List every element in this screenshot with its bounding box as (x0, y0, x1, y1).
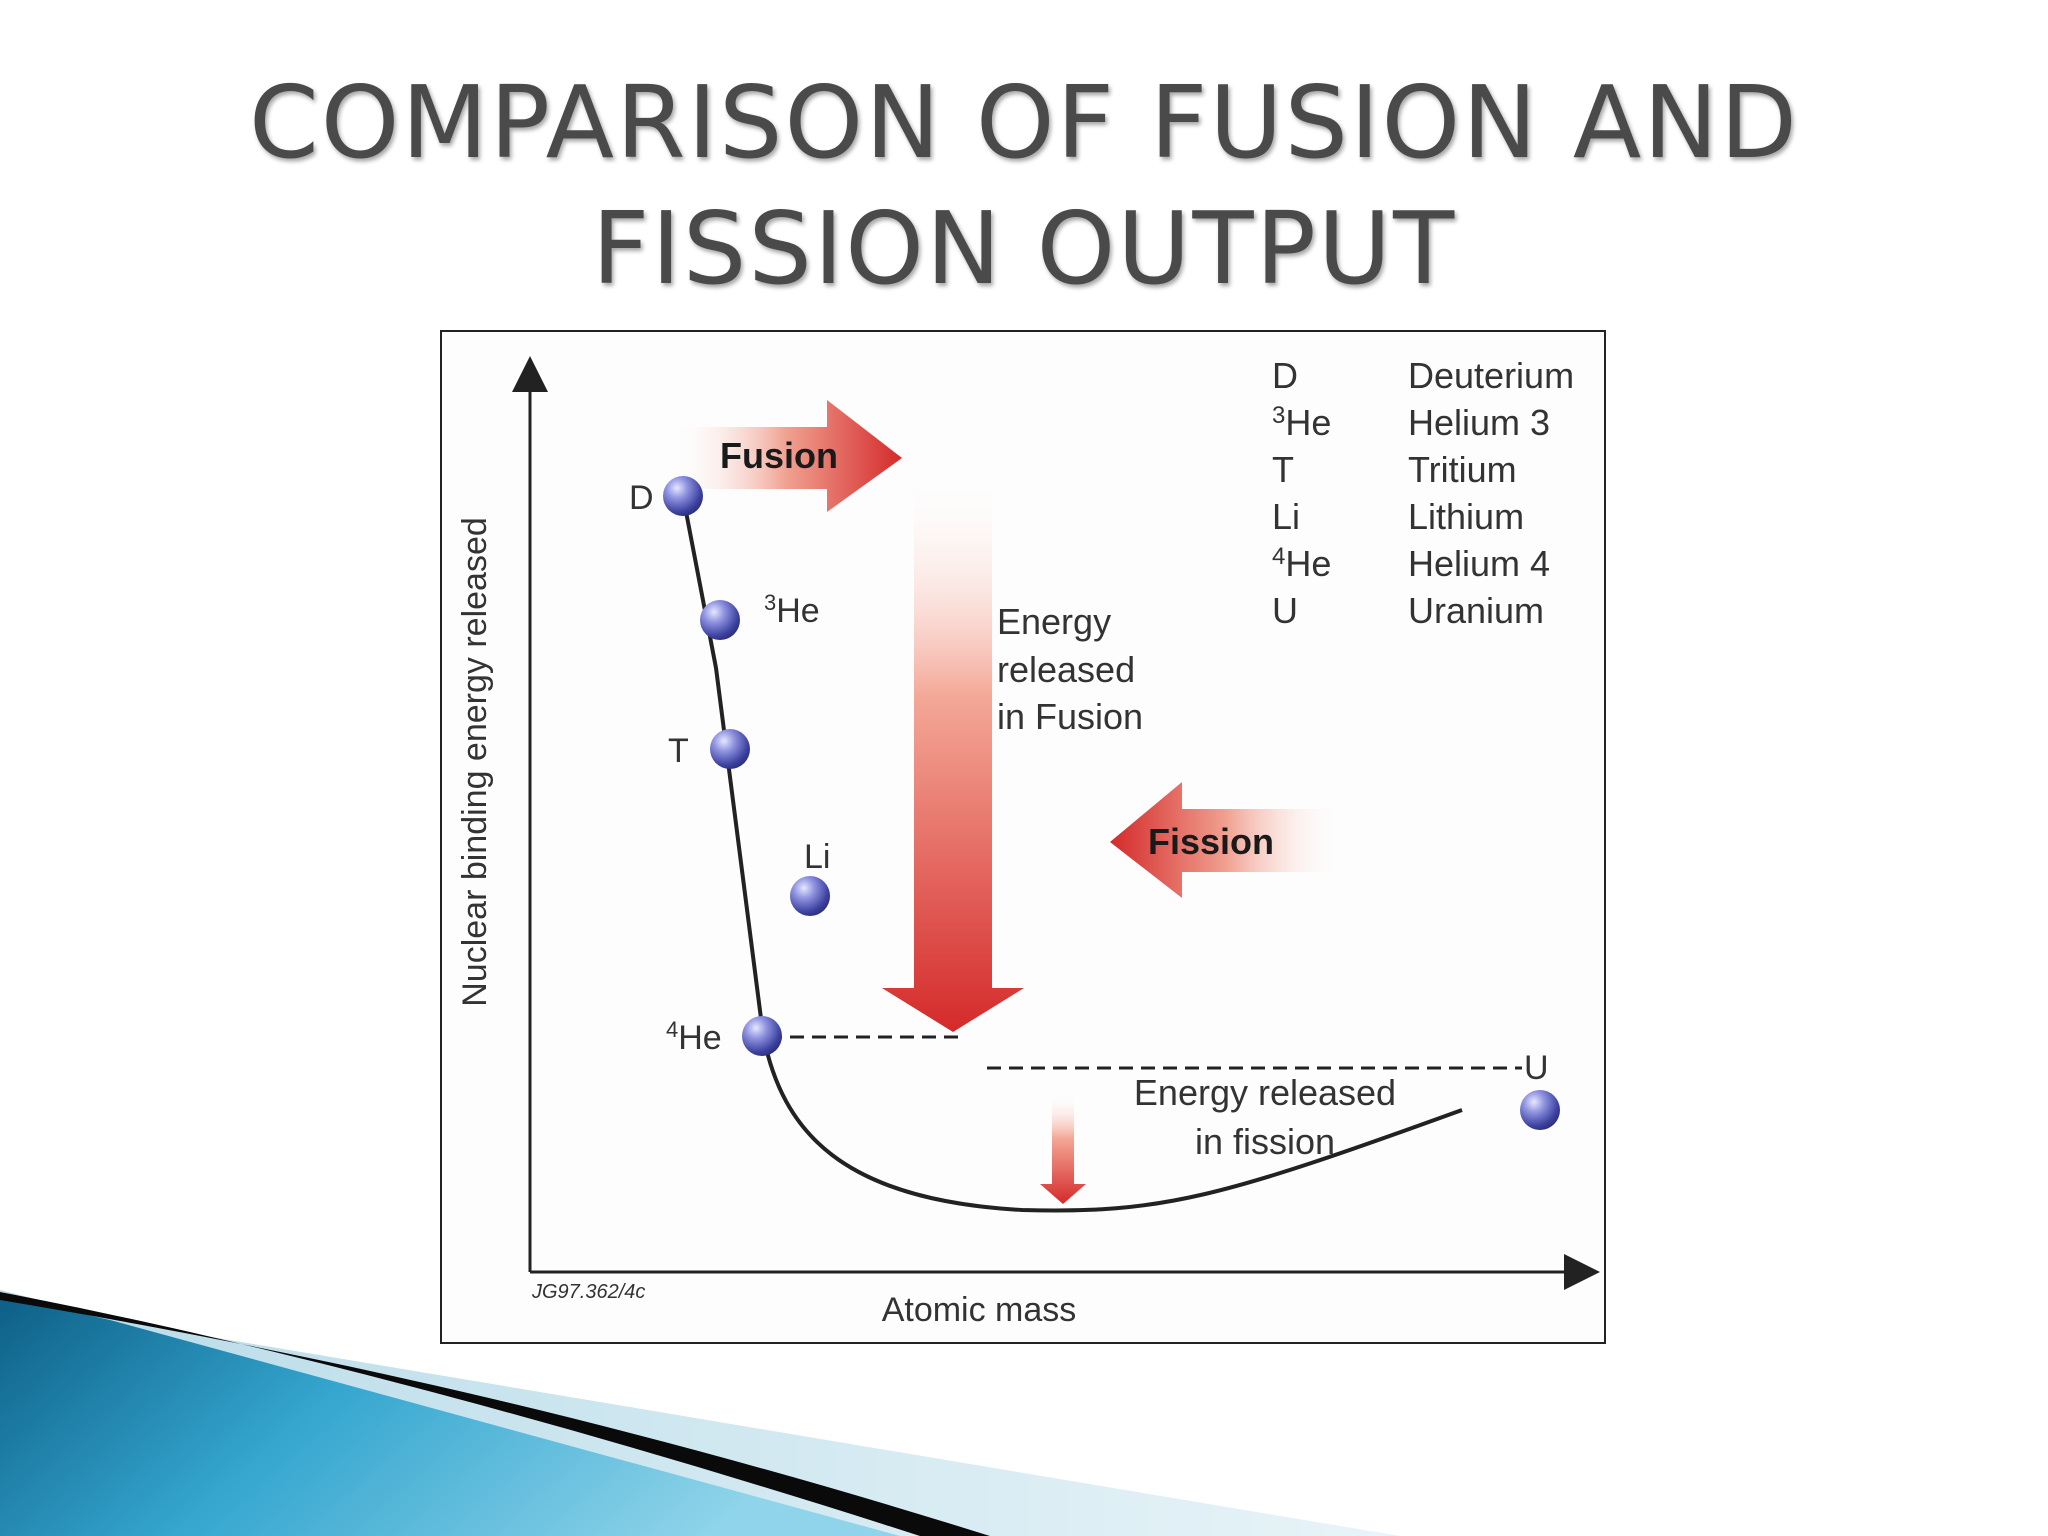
fusion-energy-line-2: released (997, 649, 1135, 690)
title-line-2: FISSION OUTPUT (591, 190, 1457, 307)
point-uranium: U (1520, 1049, 1560, 1130)
x-axis-label: Atomic mass (882, 1291, 1077, 1329)
point-label-he4-sup: 4 (666, 1017, 678, 1042)
diagram-frame: Nuclear binding energy released Atomic m… (440, 330, 1606, 1344)
legend-symbol-he3-text: He (1285, 402, 1331, 443)
fusion-label: Fusion (720, 435, 838, 476)
svg-text:4He: 4He (666, 1017, 722, 1057)
fission-energy-line-1: Energy released (1134, 1072, 1396, 1113)
legend-name-lithium: Lithium (1408, 496, 1524, 537)
title-line-1: COMPARISON OF FUSION AND (248, 64, 1800, 181)
svg-text:3He: 3He (764, 590, 820, 630)
fusion-energy-down-arrow (882, 472, 1024, 1032)
fission-energy-down-arrow (1040, 1094, 1086, 1204)
legend-symbol-he3: 3He (1272, 402, 1331, 443)
binding-energy-curve (681, 495, 1463, 1213)
legend-name-deuterium: Deuterium (1408, 355, 1574, 396)
fission-arrow (1110, 782, 1342, 898)
point-deuterium: D (629, 476, 703, 517)
point-tritium: T (668, 729, 750, 770)
point-label-t: T (668, 732, 689, 770)
fission-label: Fission (1148, 821, 1274, 862)
fusion-energy-line-1: Energy (997, 601, 1111, 642)
legend-symbol-he3-sup: 3 (1272, 402, 1285, 429)
legend-symbol-li: Li (1272, 496, 1300, 537)
legend-symbol-he4-text: He (1285, 543, 1331, 584)
legend-symbol-he4: 4He (1272, 543, 1331, 584)
legend-symbol-u: U (1272, 590, 1298, 631)
legend-name-helium-3: Helium 3 (1408, 402, 1550, 443)
legend-symbol-t: T (1272, 449, 1294, 490)
point-label-he3: He (776, 592, 819, 630)
legend-symbol-d: D (1272, 355, 1298, 396)
point-lithium: Li (790, 838, 830, 916)
point-label-u: U (1524, 1049, 1549, 1087)
point-helium-4: 4He (666, 1016, 782, 1057)
slide-title: COMPARISON OF FUSION AND FISSION OUTPUT (0, 60, 2048, 312)
point-label-d: D (629, 479, 654, 517)
ref-code: JG97.362/4c (531, 1281, 645, 1303)
legend-name-tritium: Tritium (1408, 449, 1517, 490)
fusion-arrow (672, 400, 902, 512)
fission-energy-line-2: in fission (1195, 1121, 1335, 1162)
legend-name-uranium: Uranium (1408, 590, 1544, 631)
fusion-energy-line-3: in Fusion (997, 696, 1143, 737)
y-axis-label: Nuclear binding energy released (456, 517, 494, 1007)
point-helium-3: 3He (700, 590, 820, 640)
binding-energy-diagram: Nuclear binding energy released Atomic m… (456, 355, 1600, 1329)
legend-name-helium-4: Helium 4 (1408, 543, 1550, 584)
legend: D Deuterium 3He Helium 3 T Tritium Li Li… (1272, 355, 1574, 631)
point-label-he4: He (678, 1019, 721, 1057)
point-label-li: Li (804, 838, 830, 876)
point-label-he3-sup: 3 (764, 590, 776, 615)
legend-symbol-he4-sup: 4 (1272, 543, 1285, 570)
